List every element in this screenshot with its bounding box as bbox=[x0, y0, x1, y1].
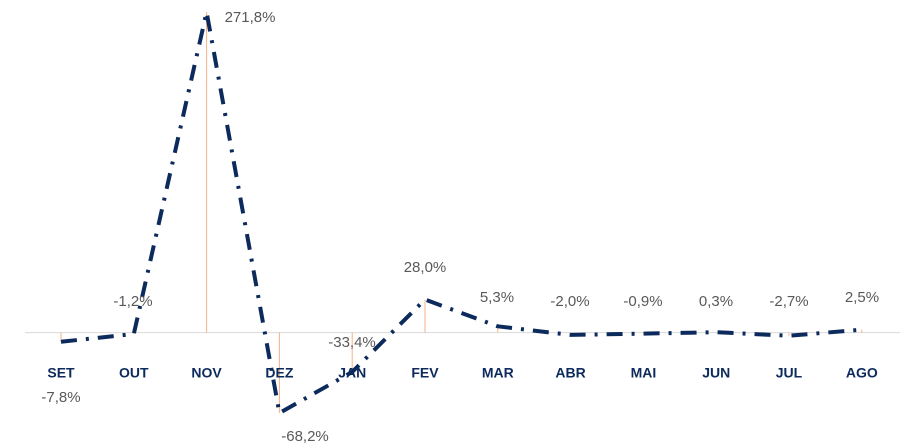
value-label: 271,8% bbox=[225, 9, 276, 26]
value-label: -7,8% bbox=[41, 389, 80, 406]
value-label: 5,3% bbox=[480, 289, 514, 306]
value-label: -0,9% bbox=[623, 293, 662, 310]
cat-label: JAN bbox=[338, 365, 366, 381]
value-label: -33,4% bbox=[328, 334, 376, 351]
line-series bbox=[60, 10, 862, 415]
cat-label: NOV bbox=[191, 365, 222, 381]
cat-label: OUT bbox=[119, 365, 149, 381]
cat-label: AGO bbox=[846, 365, 878, 381]
value-label: -2,0% bbox=[550, 293, 589, 310]
cat-label: ABR bbox=[555, 365, 585, 381]
cat-label: SET bbox=[47, 365, 75, 381]
value-label: 28,0% bbox=[404, 259, 447, 276]
cat-label: FEV bbox=[411, 365, 439, 381]
cat-label: DEZ bbox=[265, 365, 293, 381]
value-label: 2,5% bbox=[845, 289, 879, 306]
value-label: -1,2% bbox=[113, 293, 152, 310]
cat-label: MAI bbox=[631, 365, 657, 381]
cat-label: MAR bbox=[482, 365, 514, 381]
value-label: -68,2% bbox=[281, 428, 329, 444]
value-label: 0,3% bbox=[699, 293, 733, 310]
cat-label: JUN bbox=[702, 365, 730, 381]
cat-label: JUL bbox=[776, 365, 803, 381]
value-label: -2,7% bbox=[769, 293, 808, 310]
